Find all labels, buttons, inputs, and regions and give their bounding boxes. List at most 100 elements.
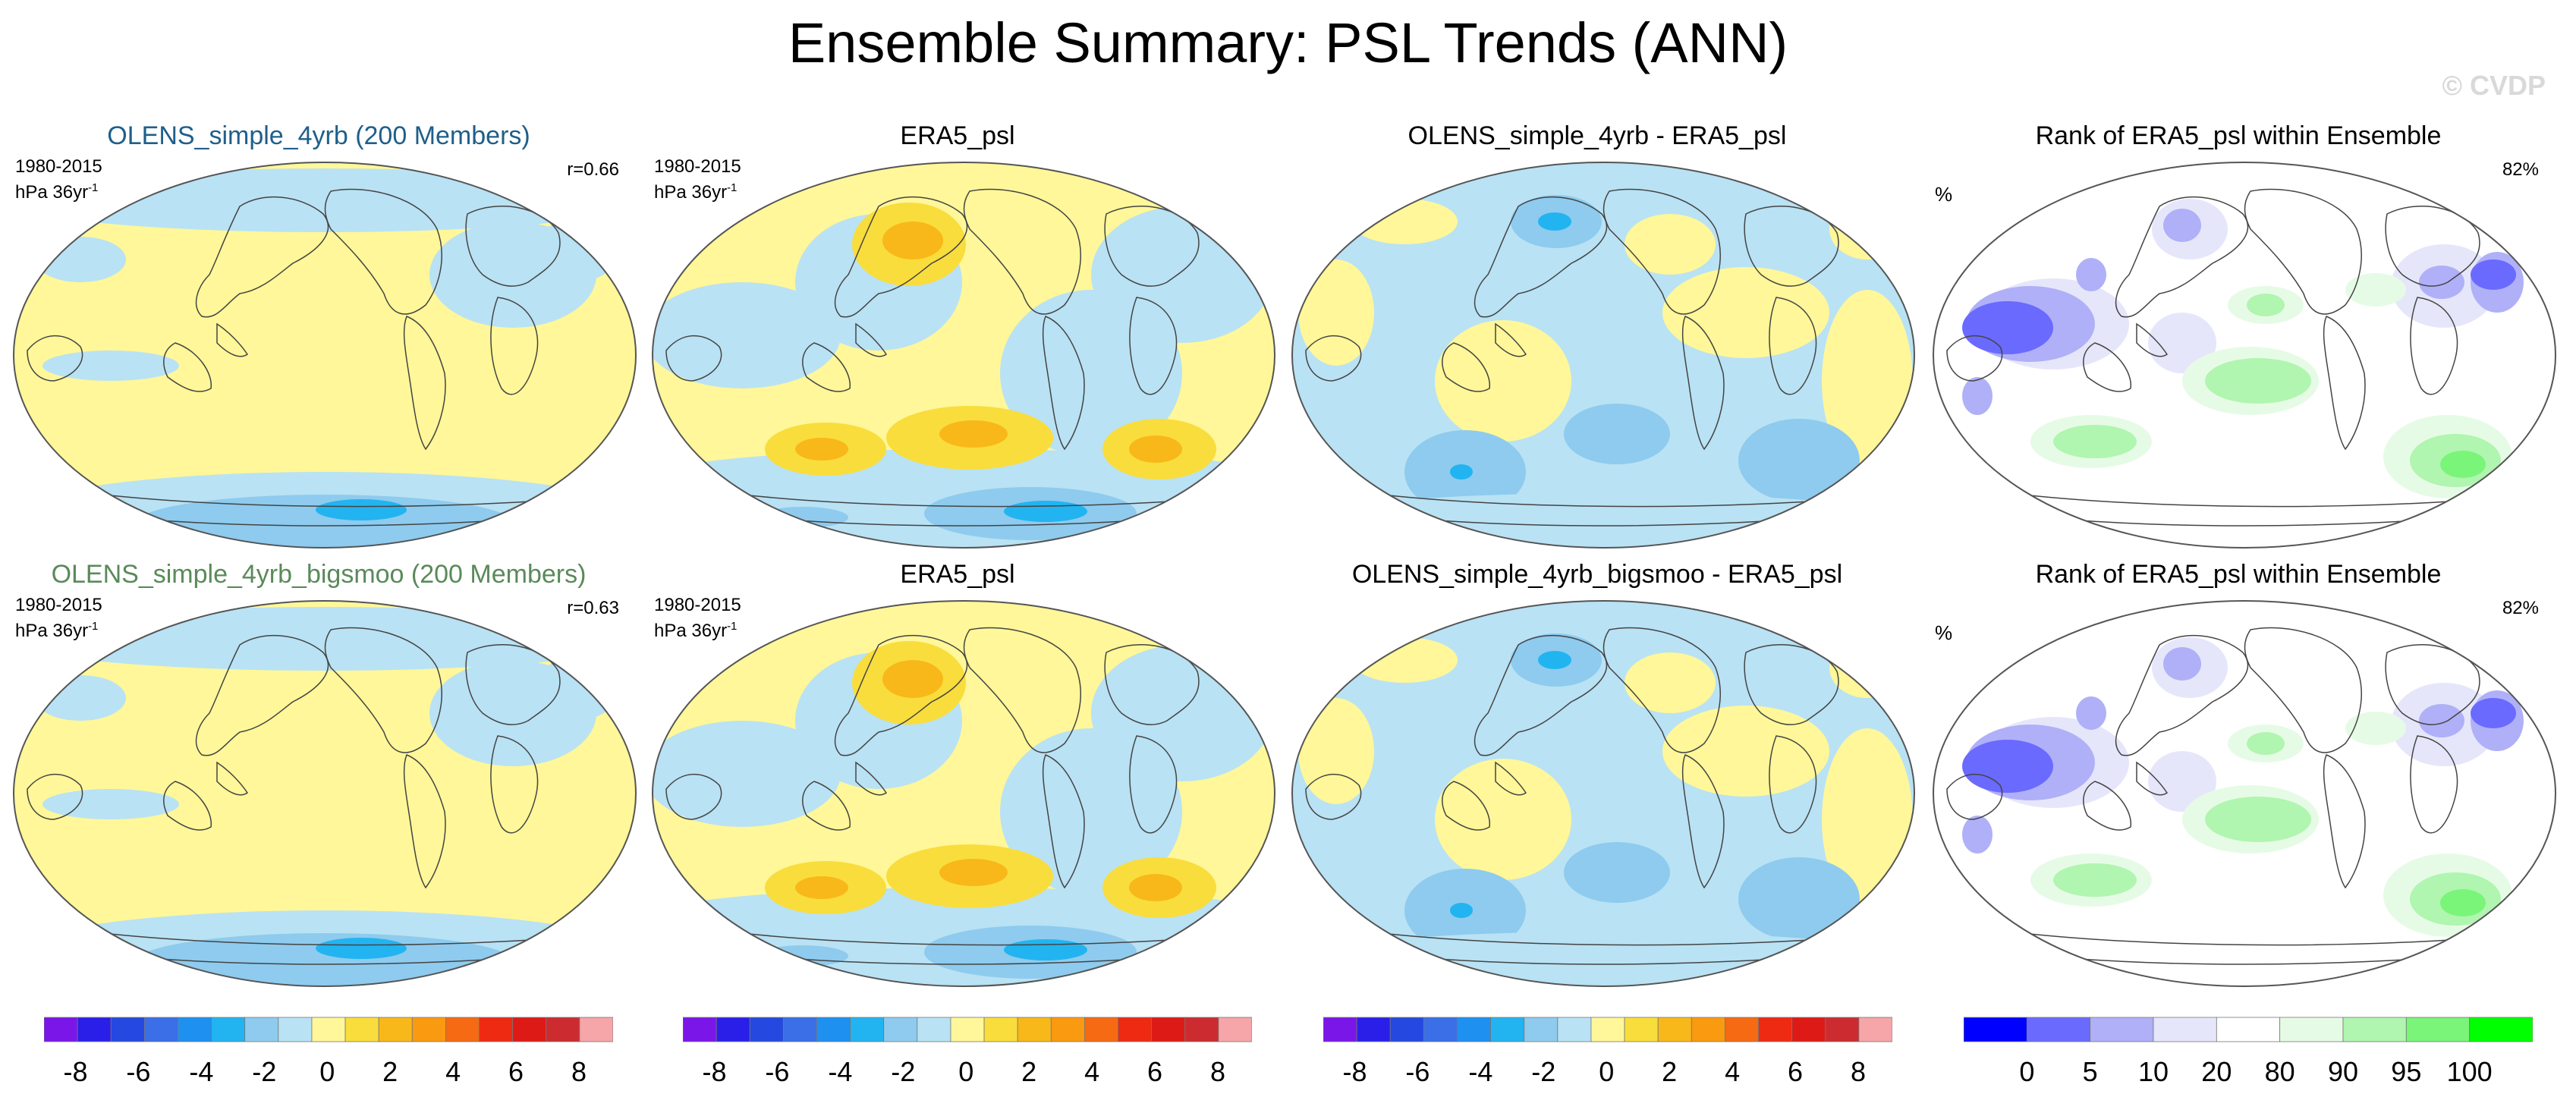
colorbar-swatch xyxy=(850,1017,885,1042)
panel-model: OLENS_simple_4yrb_bigsmoo (200 Members) 1… xyxy=(0,560,637,992)
pattern-correlation: r=0.66 xyxy=(567,159,619,180)
units-exponent: -1 xyxy=(88,620,99,633)
panel-model: OLENS_simple_4yrb (200 Members) 1980-2015… xyxy=(0,121,637,554)
colorbar-swatch xyxy=(1524,1017,1558,1042)
colorbar-swatch xyxy=(445,1017,480,1042)
colorbar-swatch xyxy=(1725,1017,1759,1042)
colorbar-tick-label: 20 xyxy=(2201,1056,2232,1087)
colorbar-swatch xyxy=(917,1017,951,1042)
units-exponent: -1 xyxy=(88,181,99,194)
colorbar-swatch xyxy=(1084,1017,1118,1042)
period-label: 1980-2015 xyxy=(654,595,741,615)
colorbar-tick-label: -8 xyxy=(63,1056,88,1087)
colorbar-tick-label: -8 xyxy=(702,1056,727,1087)
colorbar-swatch xyxy=(682,1017,717,1042)
colorbar-swatch xyxy=(143,1017,178,1042)
colorbar-swatch xyxy=(1389,1017,1424,1042)
map-diff xyxy=(1291,162,1915,549)
colorbar-swatch xyxy=(1791,1017,1826,1042)
panel-obs: ERA5_psl 1980-2015 hPa 36yr-1 xyxy=(639,560,1276,992)
colorbar-tick-label: 100 xyxy=(2446,1056,2493,1087)
colorbar-tick-label: -4 xyxy=(828,1056,853,1087)
colorbar-swatch xyxy=(278,1017,313,1042)
panel-rank: Rank of ERA5_psl within Ensemble% 82% xyxy=(1920,560,2557,992)
map-obs xyxy=(652,162,1275,549)
colorbar-swatch xyxy=(2026,1017,2091,1042)
panel-diff: OLENS_simple_4yrb_bigsmoo - ERA5_psl xyxy=(1279,560,1916,992)
colorbar-tick-label: 4 xyxy=(1725,1056,1741,1087)
colorbar-swatch xyxy=(1557,1017,1592,1042)
map-model xyxy=(13,162,637,549)
colorbar-swatch xyxy=(311,1017,346,1042)
period-units-label: 1980-2015 hPa 36yr-1 xyxy=(654,595,741,642)
colorbar-swatch xyxy=(983,1017,1018,1042)
colorbar-swatch xyxy=(110,1017,145,1042)
colorbar-tick-label: 0 xyxy=(958,1056,974,1087)
colorbar-swatch xyxy=(211,1017,246,1042)
units-exponent: -1 xyxy=(727,181,738,194)
colorbar-tick-label: -6 xyxy=(1405,1056,1430,1087)
colorbar-swatch xyxy=(178,1017,212,1042)
colorbar-swatch xyxy=(2469,1017,2534,1042)
units-label: hPa 36yr-1 xyxy=(15,616,102,642)
map-model xyxy=(13,600,637,987)
period-units-label: 1980-2015 hPa 36yr-1 xyxy=(15,595,102,642)
colorbar-swatch xyxy=(344,1017,379,1042)
units-exponent: -1 xyxy=(727,620,738,633)
colorbar-tick-label: 2 xyxy=(1662,1056,1678,1087)
colorbar-swatch xyxy=(1825,1017,1860,1042)
map-diff xyxy=(1291,600,1915,987)
colorbar-swatch xyxy=(1858,1017,1893,1042)
period-label: 1980-2015 xyxy=(15,156,102,177)
colorbar-swatch xyxy=(1184,1017,1219,1042)
colorbar-swatch xyxy=(1118,1017,1153,1042)
colorbar-swatch xyxy=(2153,1017,2217,1042)
colorbar-tick-label: -4 xyxy=(189,1056,214,1087)
colorbar-tick-label: 8 xyxy=(571,1056,587,1087)
colorbar-swatches xyxy=(1963,1017,2534,1042)
colorbar-swatches xyxy=(1323,1017,1893,1042)
period-units-label: 1980-2015 hPa 36yr-1 xyxy=(654,156,741,203)
coastlines xyxy=(27,188,561,527)
colorbar-swatch xyxy=(950,1017,985,1042)
units-base: hPa 36yr xyxy=(15,621,89,641)
watermark: © CVDP xyxy=(2442,70,2546,101)
colorbar-swatch xyxy=(1758,1017,1793,1042)
panel-title: OLENS_simple_4yrb_bigsmoo (200 Members) xyxy=(51,560,587,589)
panel-title: Rank of ERA5_psl within Ensemble xyxy=(2035,560,2442,589)
panel-rank: Rank of ERA5_psl within Ensemble% 82% xyxy=(1920,121,2557,554)
units-base: hPa 36yr xyxy=(15,182,89,203)
colorbar-tick-label: 2 xyxy=(1021,1056,1037,1087)
page-title: Ensemble Summary: PSL Trends (ANN) xyxy=(788,11,1788,74)
colorbar-tick-label: -8 xyxy=(1342,1056,1367,1087)
panel-obs: ERA5_psl 1980-2015 hPa 36yr-1 xyxy=(639,121,1276,554)
colorbar-swatch xyxy=(2279,1017,2344,1042)
colorbar-swatch xyxy=(1657,1017,1692,1042)
colorbar-tick-label: 90 xyxy=(2327,1056,2359,1087)
colorbar-swatch xyxy=(43,1017,78,1042)
colorbar-swatch xyxy=(411,1017,446,1042)
coastlines xyxy=(27,627,561,965)
colorbar-swatch xyxy=(1218,1017,1253,1042)
colorbar-swatch xyxy=(816,1017,851,1042)
colorbar-swatch xyxy=(883,1017,918,1042)
colorbar-tick-label: -2 xyxy=(1531,1056,1556,1087)
units-label: hPa 36yr-1 xyxy=(15,178,102,203)
colorbar-tick-label: 6 xyxy=(1788,1056,1804,1087)
colorbar-tick-label: 95 xyxy=(2391,1056,2422,1087)
colorbar-tick-label: 4 xyxy=(445,1056,461,1087)
colorbar-swatch xyxy=(1624,1017,1659,1042)
units-base: hPa 36yr xyxy=(654,621,728,641)
colorbar-swatch xyxy=(1490,1017,1525,1042)
colorbar-swatches xyxy=(682,1017,1253,1042)
colorbar-tick-label: -4 xyxy=(1468,1056,1493,1087)
colorbar-swatch xyxy=(749,1017,784,1042)
colorbar-swatch xyxy=(546,1017,580,1042)
colorbar-swatch xyxy=(1050,1017,1085,1042)
panel-title: OLENS_simple_4yrb (200 Members) xyxy=(107,121,530,150)
panel-title: OLENS_simple_4yrb - ERA5_psl xyxy=(1408,121,1787,150)
colorbar-swatch xyxy=(1323,1017,1357,1042)
colorbar-swatch xyxy=(1457,1017,1491,1042)
panel-title: Rank of ERA5_psl within Ensemble xyxy=(2035,121,2442,150)
rank-unit-label: % xyxy=(1935,183,1953,206)
